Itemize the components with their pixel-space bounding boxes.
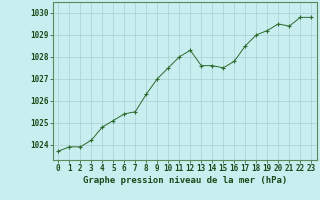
- X-axis label: Graphe pression niveau de la mer (hPa): Graphe pression niveau de la mer (hPa): [83, 176, 287, 185]
